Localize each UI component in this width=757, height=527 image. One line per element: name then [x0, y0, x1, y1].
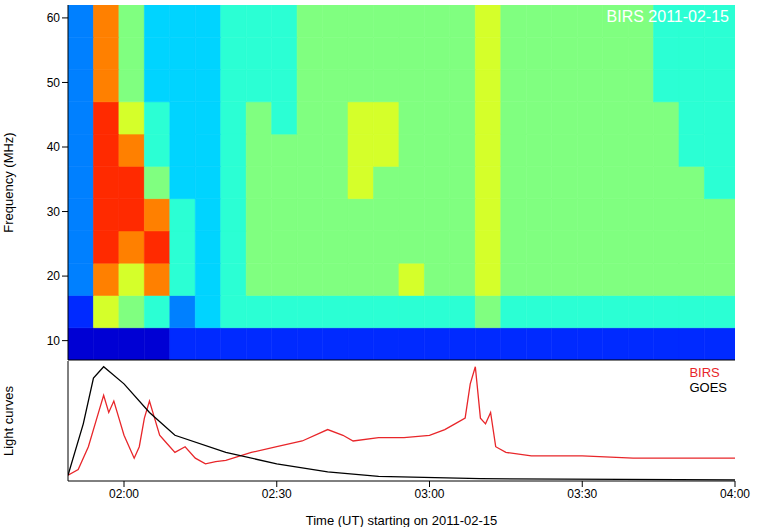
- svg-text:Light curves: Light curves: [1, 385, 16, 456]
- svg-text:02:30: 02:30: [262, 487, 292, 501]
- svg-text:03:00: 03:00: [414, 487, 444, 501]
- html-text:BIRS 2011-02-15: BIRS 2011-02-15: [606, 8, 729, 25]
- html-text:GOES: GOES: [689, 380, 727, 395]
- html-text:BIRS: BIRS: [689, 365, 720, 380]
- svg-text:60: 60: [47, 11, 61, 25]
- svg-text:50: 50: [47, 76, 61, 90]
- svg-text:10: 10: [47, 334, 61, 348]
- svg-text:20: 20: [47, 269, 61, 283]
- svg-text:Time (UT) starting on 2011-02-: Time (UT) starting on 2011-02-15: [306, 513, 497, 527]
- svg-text:40: 40: [47, 140, 61, 154]
- svg-text:30: 30: [47, 205, 61, 219]
- svg-text:Frequency (MHz): Frequency (MHz): [1, 132, 16, 232]
- svg-text:03:30: 03:30: [567, 487, 597, 501]
- svg-text:02:00: 02:00: [109, 487, 139, 501]
- svg-text:04:00: 04:00: [720, 487, 750, 501]
